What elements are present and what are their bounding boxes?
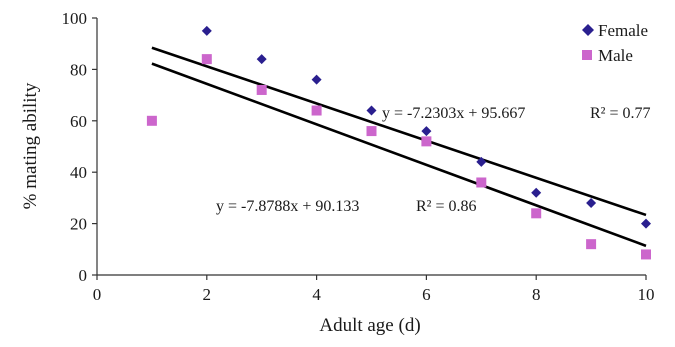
male-equation-label: y = -7.8788x + 90.133 [216, 198, 359, 215]
male-data-point [421, 136, 432, 147]
female-data-point [256, 54, 267, 65]
male-data-point [531, 208, 542, 219]
y-tick-label: 100 [62, 9, 88, 28]
female-data-point [586, 198, 597, 209]
female-data-point [476, 156, 487, 167]
x-tick-label: 6 [422, 285, 431, 304]
legend-female-marker [582, 24, 594, 36]
female-data-point [641, 218, 651, 229]
male-data-point [311, 105, 322, 116]
legend-female-label: Female [598, 21, 648, 40]
female-trendline-equation: y = -7.2303x + 95.667 R² = 0.77 [382, 105, 651, 122]
x-tick-label: 4 [312, 285, 321, 304]
x-tick-label: 8 [532, 285, 541, 304]
male-data-point [366, 126, 377, 137]
legend: Female Male [582, 21, 648, 65]
male-data-point [476, 177, 487, 188]
female-data-point [201, 25, 212, 36]
male-trendline-equation: y = -7.8788x + 90.133 R² = 0.86 [216, 198, 477, 215]
female-data-point [421, 126, 432, 137]
female-data-point [366, 105, 377, 116]
male-data-point [641, 249, 651, 260]
x-tick-label: 10 [638, 285, 655, 304]
y-tick-label: 0 [79, 266, 88, 285]
male-data-point [586, 239, 597, 250]
y-tick-label: 20 [70, 215, 87, 234]
male-data-point [146, 115, 157, 126]
male-r2-label: R² = 0.86 [416, 198, 477, 215]
female-data-point [311, 74, 322, 85]
y-tick-label: 40 [70, 163, 87, 182]
x-tick-label: 2 [203, 285, 212, 304]
male-data-point [201, 54, 212, 65]
y-tick-label: 60 [70, 112, 87, 131]
plot-area: 0 20 40 60 80 100 0 2 4 6 8 10 [62, 9, 655, 304]
legend-male-marker [582, 50, 592, 60]
y-tick-label: 80 [70, 60, 87, 79]
female-data-point [531, 187, 542, 198]
female-trendline [151, 46, 647, 217]
y-axis-title: % mating ability [20, 82, 41, 209]
male-trendline [151, 62, 647, 248]
legend-male-label: Male [598, 46, 633, 65]
x-tick-label: 0 [93, 285, 102, 304]
female-equation-label: y = -7.2303x + 95.667 [382, 105, 525, 122]
male-data-point [256, 84, 267, 95]
x-axis-title: Adult age (d) [319, 315, 420, 336]
female-r2-label: R² = 0.77 [590, 105, 651, 122]
